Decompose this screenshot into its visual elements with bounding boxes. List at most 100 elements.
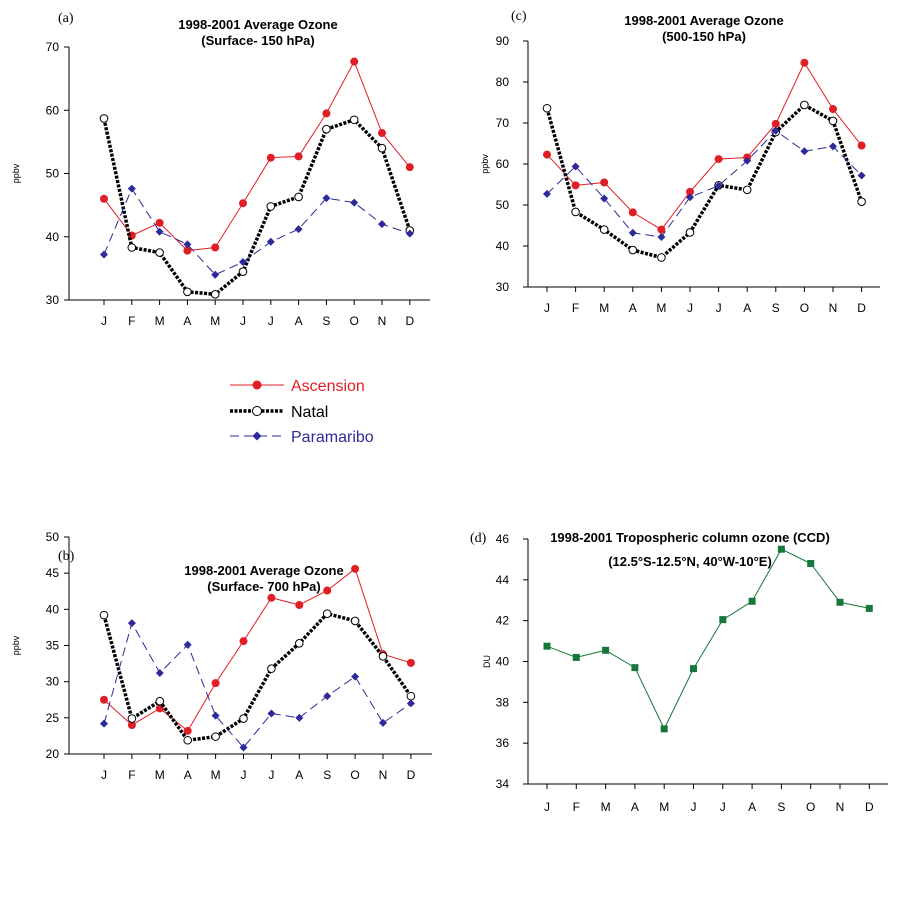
y-tick-label-d-46: 46 [496, 532, 510, 546]
point-paramaribo-b-2 [155, 668, 164, 677]
point-ascension-b-9 [351, 564, 360, 573]
chart-title-c: 1998-2001 Average Ozone [624, 13, 783, 28]
point-ascension-c-0 [543, 150, 551, 159]
point-ascension-c-1 [571, 181, 580, 190]
point-natal-a-4 [210, 290, 220, 299]
point-paramaribo-b-10 [379, 718, 387, 727]
point-ascension-c-9 [800, 58, 809, 67]
point-natal-b-6 [267, 664, 276, 673]
y-axis-label-a: ppbv [11, 163, 21, 183]
series-line-paramaribo-b [103, 622, 412, 748]
y-tick-label-a-60: 60 [46, 103, 60, 117]
point-natal-a-1 [127, 243, 137, 252]
point-paramaribo-c-9 [800, 147, 809, 156]
x-tick-label-b-11: D [407, 768, 416, 782]
legend-label-ascension: Ascension [291, 378, 365, 395]
x-tick-label-d-6: J [720, 800, 726, 814]
series-natal-b [99, 609, 416, 745]
point-natal-a-8 [322, 124, 331, 134]
point-ozone-d-5 [690, 665, 697, 673]
x-tick-label-d-0: J [544, 800, 550, 814]
x-tick-label-b-0: J [101, 768, 107, 782]
legend-marker-natal [252, 406, 262, 416]
point-ascension-a-11 [405, 163, 414, 172]
panel-label-c: (c) [511, 9, 527, 24]
point-ascension-a-6 [266, 153, 275, 162]
point-paramaribo-a-11 [405, 229, 414, 238]
point-natal-a-5 [238, 267, 248, 276]
point-paramaribo-b-9 [351, 672, 360, 681]
y-tick-label-b-40: 40 [46, 602, 60, 616]
x-tick-label-c-8: S [772, 301, 780, 315]
series-line-natal-c [545, 103, 864, 260]
point-ozone-d-10 [836, 598, 844, 606]
point-ozone-d-9 [807, 560, 815, 567]
series-ascension-c [543, 58, 866, 234]
point-ascension-b-0 [100, 695, 108, 704]
point-natal-a-3 [183, 287, 192, 297]
point-ascension-c-11 [857, 141, 866, 150]
x-tick-label-c-1: F [572, 301, 579, 315]
point-natal-b-8 [322, 609, 332, 618]
point-ascension-b-3 [183, 726, 192, 735]
point-natal-b-3 [183, 735, 192, 745]
y-tick-label-a-30: 30 [46, 293, 60, 307]
series-line-paramaribo-c [546, 130, 862, 238]
point-ascension-a-3 [183, 246, 192, 255]
legend-marker-paramaribo [252, 431, 262, 441]
point-natal-b-5 [239, 714, 248, 723]
point-natal-c-9 [800, 100, 809, 110]
y-tick-label-c-80: 80 [496, 75, 510, 89]
point-paramaribo-b-8 [323, 692, 332, 701]
point-ozone-d-2 [602, 646, 610, 654]
point-ozone-d-0 [543, 642, 551, 650]
legend-label-natal: Natal [291, 404, 328, 421]
point-paramaribo-a-9 [350, 198, 359, 207]
x-tick-label-b-7: A [295, 768, 303, 782]
x-tick-label-b-6: J [268, 768, 274, 782]
y-tick-label-b-35: 35 [46, 639, 60, 653]
x-tick-label-c-2: M [599, 301, 609, 315]
chart-title-d: 1998-2001 Tropospheric column ozone (CCD… [550, 530, 830, 545]
point-paramaribo-c-0 [543, 189, 551, 198]
y-tick-label-d-44: 44 [496, 573, 510, 587]
point-paramaribo-a-4 [211, 270, 220, 279]
x-tick-label-b-10: N [379, 768, 388, 782]
x-tick-label-a-3: A [183, 314, 191, 328]
chart-panel-b: (b) 1998-2001 Average Ozone(Surface- 700 … [11, 530, 432, 782]
series-paramaribo-c [543, 126, 866, 241]
x-tick-label-b-4: M [211, 768, 221, 782]
x-tick-label-a-2: M [155, 314, 165, 328]
point-natal-c-1 [571, 207, 580, 217]
point-natal-c-10 [828, 116, 838, 126]
point-paramaribo-b-3 [183, 640, 192, 649]
chart-title-b: 1998-2001 Average Ozone [184, 563, 343, 578]
point-ascension-b-8 [323, 586, 332, 595]
point-natal-c-5 [685, 228, 695, 237]
legend-marker-ascension [252, 380, 262, 390]
x-tick-label-b-2: M [155, 768, 165, 782]
point-natal-c-4 [657, 253, 666, 262]
x-tick-label-a-4: M [210, 314, 220, 328]
x-tick-label-a-7: A [295, 314, 303, 328]
x-tick-label-a-5: J [240, 314, 246, 328]
point-paramaribo-c-10 [829, 142, 837, 151]
chart-subtitle-d: (12.5°S-12.5°N, 40°W-10°E) [608, 554, 772, 569]
panel-label-d: (d) [470, 531, 487, 546]
x-tick-label-b-3: A [184, 768, 192, 782]
chart-title-a: 1998-2001 Average Ozone [178, 17, 337, 32]
legend-entry-ascension: Ascension [230, 378, 365, 395]
y-tick-label-a-40: 40 [46, 230, 60, 244]
legend: Ascension Natal Paramaribo [230, 378, 374, 446]
legend-entry-natal: Natal [230, 404, 328, 421]
x-tick-label-c-9: O [800, 301, 809, 315]
point-paramaribo-c-11 [857, 171, 866, 180]
y-tick-label-d-40: 40 [496, 655, 510, 669]
point-natal-b-11 [406, 691, 416, 701]
x-tick-label-c-6: J [716, 301, 722, 315]
x-tick-label-d-5: J [691, 800, 697, 814]
point-paramaribo-c-6 [714, 181, 723, 190]
point-natal-b-4 [211, 732, 220, 741]
point-paramaribo-b-6 [267, 709, 276, 718]
point-paramaribo-b-7 [295, 713, 304, 722]
